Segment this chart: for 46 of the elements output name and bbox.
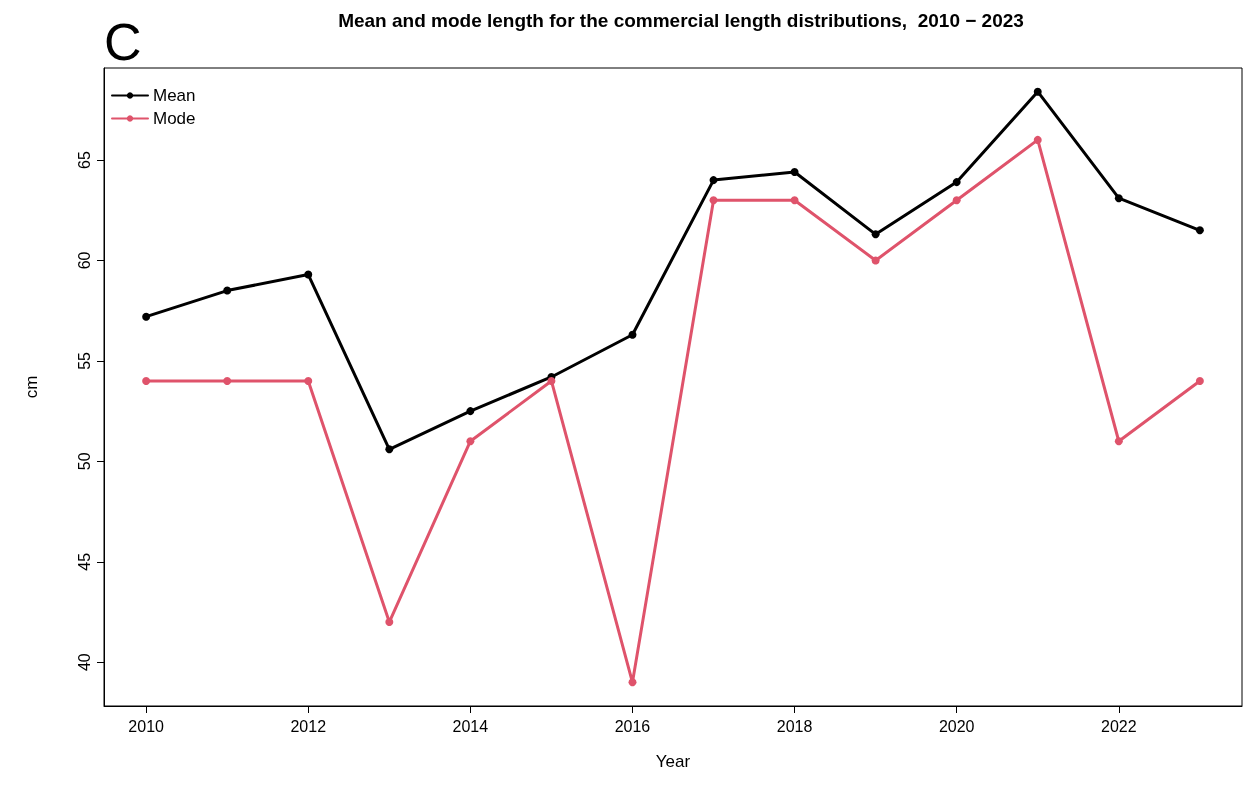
- point: [628, 330, 637, 339]
- y-tick-label: 45: [75, 552, 93, 571]
- point: [142, 376, 151, 385]
- x-tick-label: 2022: [1101, 717, 1137, 735]
- legend-label: Mode: [153, 109, 196, 128]
- point: [790, 196, 799, 205]
- point: [709, 196, 718, 205]
- point: [709, 176, 718, 185]
- point: [223, 376, 232, 385]
- y-tick-label: 55: [75, 351, 93, 370]
- point: [304, 376, 313, 385]
- point: [628, 678, 637, 687]
- point: [871, 256, 880, 265]
- point: [1195, 376, 1204, 385]
- point: [142, 312, 151, 321]
- point: [223, 286, 232, 295]
- x-tick-label: 2014: [452, 717, 489, 735]
- point: [952, 196, 961, 205]
- point: [952, 178, 961, 187]
- y-tick-label: 60: [75, 251, 93, 270]
- y-axis-title: cm: [22, 375, 41, 399]
- point: [547, 376, 556, 385]
- y-tick-label: 50: [75, 452, 93, 471]
- y-tick-label: 65: [75, 151, 93, 169]
- x-tick-label: 2016: [614, 717, 651, 735]
- point: [790, 168, 799, 177]
- point: [1114, 437, 1123, 446]
- legend-label: Mean: [153, 86, 196, 105]
- point: [304, 270, 313, 279]
- point: [466, 437, 475, 446]
- chart-title: Mean and mode length for the commercial length distributions, 2010 − 2023: [338, 10, 1024, 31]
- point: [466, 407, 475, 416]
- point: [1033, 135, 1042, 144]
- x-tick-label: 2020: [938, 717, 975, 735]
- point: [1195, 226, 1204, 235]
- x-tick-label: 2018: [776, 717, 813, 735]
- y-tick-label: 40: [75, 653, 93, 672]
- annotation: C: [104, 13, 142, 71]
- point: [1033, 87, 1042, 96]
- point: [385, 445, 394, 454]
- x-tick-label: 2010: [128, 717, 165, 735]
- point: [385, 618, 394, 627]
- point: [871, 230, 880, 239]
- point: [1114, 194, 1123, 203]
- x-tick-label: 2012: [290, 717, 327, 735]
- x-axis-title: Year: [655, 752, 691, 771]
